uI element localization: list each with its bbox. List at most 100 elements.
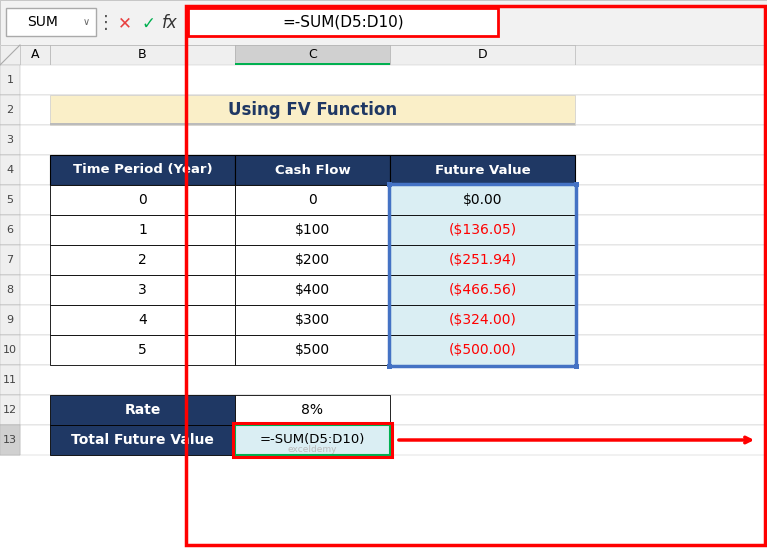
Text: Rate: Rate — [124, 403, 161, 417]
Text: $200: $200 — [295, 253, 330, 267]
Bar — [50, 275, 235, 305]
Bar — [20, 45, 50, 65]
Text: 8: 8 — [6, 285, 14, 295]
Bar — [0, 335, 767, 365]
Bar — [50, 215, 235, 245]
Text: 11: 11 — [3, 375, 17, 385]
Bar — [387, 182, 391, 187]
Bar — [0, 65, 20, 95]
Text: 3: 3 — [138, 283, 146, 297]
Text: 4: 4 — [138, 313, 146, 327]
Text: 0: 0 — [138, 193, 146, 207]
Bar — [390, 45, 575, 65]
Bar — [235, 155, 390, 185]
Text: $400: $400 — [295, 283, 330, 297]
Bar — [0, 335, 20, 365]
Bar — [0, 425, 767, 455]
Text: 5: 5 — [138, 343, 146, 357]
Bar — [235, 305, 390, 335]
Bar — [0, 185, 767, 215]
Text: ∨: ∨ — [82, 17, 90, 27]
Bar — [390, 245, 575, 275]
Bar — [0, 215, 20, 245]
Bar — [50, 245, 235, 275]
Text: 2: 2 — [138, 253, 146, 267]
Bar — [390, 335, 575, 365]
Bar — [0, 45, 767, 65]
Bar — [0, 0, 767, 45]
Bar — [50, 155, 235, 185]
Text: $500: $500 — [295, 343, 330, 357]
Bar — [0, 365, 767, 395]
Text: 8%: 8% — [301, 403, 324, 417]
Text: C: C — [308, 48, 317, 61]
Bar — [50, 305, 235, 335]
Bar — [0, 185, 20, 215]
Text: 13: 13 — [3, 435, 17, 445]
Bar — [6, 8, 96, 36]
Text: $300: $300 — [295, 313, 330, 327]
Bar — [186, 6, 765, 545]
Text: 2: 2 — [6, 105, 14, 115]
Bar — [50, 185, 235, 215]
Text: =-SUM(D5:D10): =-SUM(D5:D10) — [282, 14, 403, 30]
Text: ($500.00): ($500.00) — [449, 343, 516, 357]
Bar — [235, 425, 390, 455]
Bar — [390, 155, 575, 185]
Text: 3: 3 — [6, 135, 14, 145]
Bar — [235, 185, 390, 215]
Text: A: A — [31, 48, 39, 61]
Bar — [0, 395, 20, 425]
Text: fx: fx — [162, 14, 178, 31]
Bar — [50, 425, 235, 455]
Bar — [235, 245, 390, 275]
Text: SUM: SUM — [28, 15, 58, 29]
Text: 9: 9 — [6, 315, 14, 325]
Bar — [574, 363, 578, 368]
Text: ($251.94): ($251.94) — [449, 253, 516, 267]
Bar — [0, 95, 20, 125]
Bar — [235, 275, 390, 305]
Text: ($136.05): ($136.05) — [449, 223, 516, 237]
Text: 5: 5 — [6, 195, 14, 205]
Bar — [0, 125, 767, 155]
Text: Time Period (Year): Time Period (Year) — [73, 164, 212, 176]
Text: Total Future Value: Total Future Value — [71, 433, 214, 447]
Text: ($324.00): ($324.00) — [449, 313, 516, 327]
Bar — [389, 184, 576, 366]
Bar — [0, 425, 20, 455]
Text: 0: 0 — [308, 193, 317, 207]
Bar — [0, 425, 20, 455]
Bar — [0, 65, 767, 95]
Bar — [0, 95, 767, 125]
Bar — [235, 45, 390, 65]
Bar — [390, 275, 575, 305]
Bar — [0, 275, 20, 305]
Text: 4: 4 — [6, 165, 14, 175]
Bar — [0, 155, 767, 185]
Bar — [390, 305, 575, 335]
Text: D: D — [478, 48, 487, 61]
Bar — [574, 182, 578, 187]
Bar — [390, 185, 575, 215]
Text: $0.00: $0.00 — [463, 193, 502, 207]
Bar — [390, 215, 575, 245]
Bar — [387, 363, 391, 368]
Bar — [233, 423, 392, 457]
Bar — [50, 335, 235, 365]
Text: ✓: ✓ — [141, 14, 155, 32]
Text: $100: $100 — [295, 223, 330, 237]
Bar — [0, 275, 767, 305]
Text: ($466.56): ($466.56) — [449, 283, 517, 297]
Bar — [0, 245, 20, 275]
Text: Cash Flow: Cash Flow — [275, 164, 351, 176]
Text: 1: 1 — [6, 75, 14, 85]
Bar — [0, 125, 20, 155]
Bar — [235, 63, 390, 65]
Text: Using FV Function: Using FV Function — [228, 101, 397, 119]
Bar — [50, 45, 235, 65]
Bar — [235, 215, 390, 245]
Text: =-SUM(D5:D10): =-SUM(D5:D10) — [260, 434, 365, 446]
Text: 12: 12 — [3, 405, 17, 415]
Bar — [50, 395, 235, 425]
